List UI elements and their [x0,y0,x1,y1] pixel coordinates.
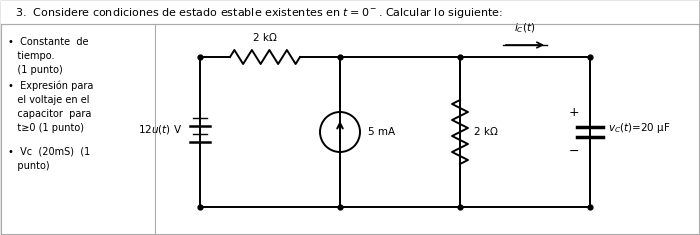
Text: 5 mA: 5 mA [368,127,395,137]
Text: •  Constante  de
   tiempo.
   (1 punto): • Constante de tiempo. (1 punto) [8,37,88,75]
Text: 2 kΩ: 2 kΩ [253,33,277,43]
Text: $i_C(t)$: $i_C(t)$ [514,21,536,35]
Text: $v_C(t)$=20 μF: $v_C(t)$=20 μF [608,121,671,135]
FancyBboxPatch shape [1,1,699,25]
FancyBboxPatch shape [1,24,699,234]
Text: +: + [568,106,580,119]
Text: 2 kΩ: 2 kΩ [474,127,498,137]
Text: 3.  Considere condiciones de estado estable existentes en $t=0^-$. Calcular lo s: 3. Considere condiciones de estado estab… [15,6,503,20]
Text: −: − [568,145,580,158]
Text: •  Expresión para
   el voltaje en el
   capacitor  para
   t≥0 (1 punto): • Expresión para el voltaje en el capaci… [8,80,93,133]
Text: 12$u(t)$ V: 12$u(t)$ V [138,122,182,136]
Text: •  Vᴄ  (20mS)  (1
   punto): • Vᴄ (20mS) (1 punto) [8,147,90,171]
